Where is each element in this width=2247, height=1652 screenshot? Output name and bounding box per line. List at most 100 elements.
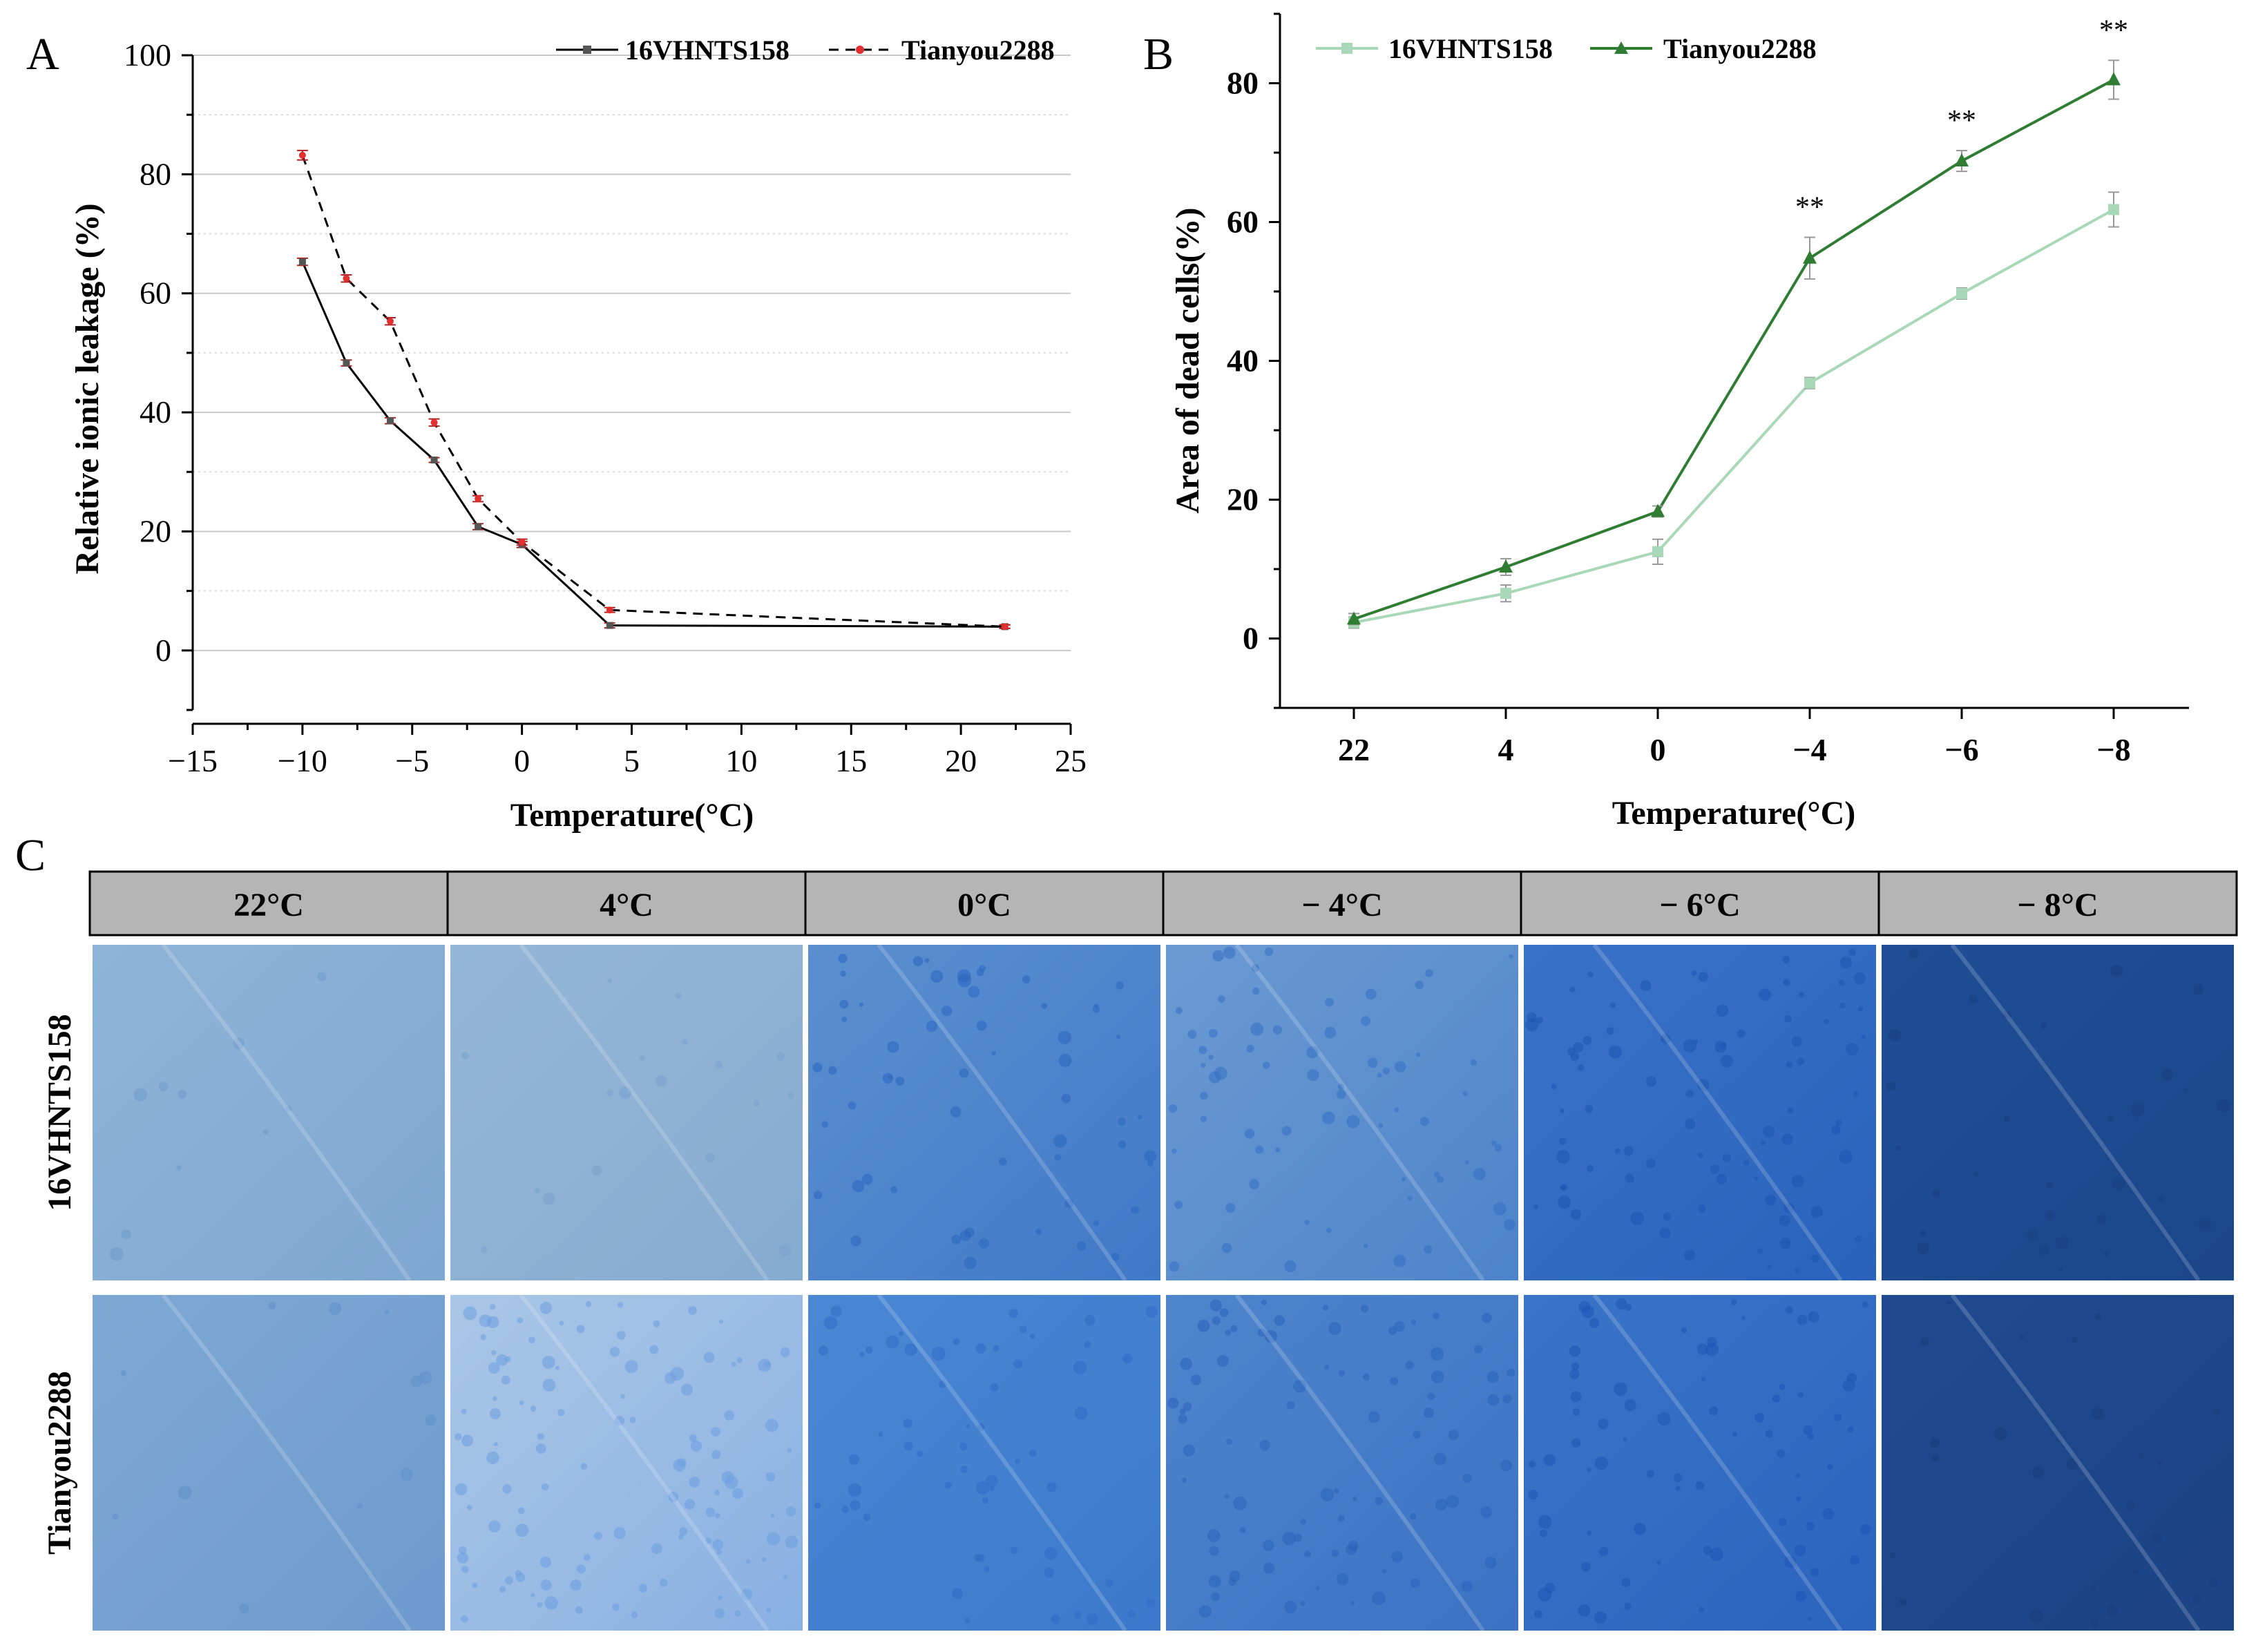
tile-stain-spot xyxy=(1415,1052,1421,1057)
panel-c-tiles xyxy=(93,943,2234,1632)
tile-stain-spot xyxy=(486,1451,499,1465)
tile-stain-spot xyxy=(1410,1578,1420,1588)
panel-b-y-tick-label: 80 xyxy=(1227,66,1259,101)
tile-stain-spot xyxy=(841,1506,849,1513)
tile-stain-spot xyxy=(1137,1115,1142,1120)
panel-c-tile-16VHNTS158-4 xyxy=(1524,943,1876,1282)
tile-stain-spot xyxy=(818,1345,829,1356)
tile-stain-spot xyxy=(1324,1026,1337,1039)
tile-stain-spot xyxy=(1427,1392,1435,1401)
tile-stain-spot xyxy=(1796,1057,1805,1066)
tile-stain-spot xyxy=(1754,1412,1765,1423)
tile-stain-spot xyxy=(2151,1531,2163,1543)
tile-stain-spot xyxy=(1304,1550,1311,1557)
tile-stain-spot xyxy=(1423,1408,1434,1419)
tile-stain-spot xyxy=(1656,1560,1662,1566)
tile-stain-spot xyxy=(770,1513,775,1518)
tile-leaf-vein xyxy=(519,943,769,1282)
tile-stain-spot xyxy=(1757,1247,1763,1254)
tile-stain-spot xyxy=(1795,1268,1800,1274)
tile-stain-spot xyxy=(682,1039,688,1046)
tile-stain-spot xyxy=(1274,1315,1285,1326)
tile-stain-spot xyxy=(1394,1320,1405,1332)
tile-stain-spot xyxy=(1178,1414,1188,1424)
tile-stain-spot xyxy=(1822,1508,1835,1520)
tile-stain-spot xyxy=(1785,1306,1794,1314)
tile-leaf-vein xyxy=(1950,943,2201,1282)
tile-stain-spot xyxy=(878,1432,883,1437)
tile-stain-spot xyxy=(715,1061,723,1069)
tile-stain-spot xyxy=(850,1236,861,1247)
tile-stain-spot xyxy=(1784,1015,1792,1023)
tile-stain-spot xyxy=(1337,1515,1345,1522)
tile-stain-spot xyxy=(1207,1529,1221,1542)
tile-stain-spot xyxy=(609,1347,620,1357)
panel-b-x-ticks: 22 4 0 −4 −6 −8 xyxy=(1338,708,2131,767)
tile-stain-spot xyxy=(1660,1034,1671,1044)
tile-stain-spot xyxy=(1378,1123,1384,1128)
panel-c-column-label: 0°C xyxy=(957,887,1011,923)
tile-stain-spot xyxy=(262,1129,269,1135)
tile-stain-spot xyxy=(2071,1337,2078,1343)
tile-leaf-vein xyxy=(519,1294,769,1632)
tile-stain-spot xyxy=(1487,1394,1500,1406)
panel-c-tile-16VHNTS158-3 xyxy=(1166,943,1518,1282)
tile-stain-spot xyxy=(1058,1053,1072,1067)
tile-stain-spot xyxy=(1920,1229,1926,1236)
tile-stain-spot xyxy=(1292,1379,1307,1393)
tile-stain-spot xyxy=(1300,1518,1307,1525)
tile-stain-spot xyxy=(1346,1544,1357,1555)
tile-stain-spot xyxy=(1246,1044,1254,1053)
tile-stain-spot xyxy=(488,1520,501,1533)
tile-stain-spot xyxy=(673,1459,686,1472)
tile-stain-spot xyxy=(1473,1167,1486,1181)
tile-stain-spot xyxy=(1625,1303,1632,1312)
tile-stain-spot xyxy=(787,1448,792,1453)
tile-stain-spot xyxy=(1685,1118,1696,1130)
tile-stain-spot xyxy=(1624,1602,1632,1611)
tile-stain-spot xyxy=(1720,1042,1727,1049)
tile-stain-spot xyxy=(959,1442,968,1451)
tile-stain-spot xyxy=(1569,986,1576,993)
tile-stain-spot xyxy=(711,1450,721,1459)
tile-stain-spot xyxy=(1212,1316,1221,1325)
tile-stain-spot xyxy=(1674,1473,1683,1482)
tile-stain-spot xyxy=(530,1593,535,1597)
tile-stain-spot xyxy=(838,954,848,963)
tile-stain-spot xyxy=(1437,1175,1444,1183)
tile-stain-spot xyxy=(1051,1614,1061,1624)
panel-a-chart: −15 −10 −5 0 5 10 15 20 25 0 20 40 60 80 100 Temperat… xyxy=(69,35,1087,834)
panel-a-x-tick-label: −15 xyxy=(168,743,218,778)
tile-stain-spot xyxy=(1795,1591,1807,1602)
tile-stain-spot xyxy=(1281,1126,1292,1136)
tile-stain-spot xyxy=(1853,1091,1859,1097)
panel-b-point-16vhnts158 xyxy=(1500,588,1511,599)
tile-stain-spot xyxy=(2032,1466,2045,1479)
tile-stain-spot xyxy=(1346,1115,1360,1128)
tile-stain-spot xyxy=(1118,1117,1126,1126)
tile-stain-spot xyxy=(1838,979,1845,986)
tile-stain-spot xyxy=(629,1416,636,1423)
tile-stain-spot xyxy=(286,1105,292,1112)
tile-stain-spot xyxy=(1307,1069,1319,1082)
tile-stain-spot xyxy=(712,1539,724,1550)
panel-c-column-label: 22°C xyxy=(233,887,304,923)
tile-stain-spot xyxy=(1462,1091,1468,1097)
tile-stain-spot xyxy=(425,1414,437,1426)
tile-stain-spot xyxy=(1284,1600,1297,1614)
panel-a-x-label: Temperature(°C) xyxy=(510,797,754,834)
tile-stain-spot xyxy=(1179,1408,1186,1415)
tile-stain-spot xyxy=(732,1488,743,1499)
panel-b-significance-mark: ** xyxy=(1947,105,1976,137)
tile-stain-spot xyxy=(1730,1299,1737,1305)
panel-b-point-tianyou2288 xyxy=(1955,153,1969,167)
tile-stain-spot xyxy=(109,1247,124,1261)
tile-stain-spot xyxy=(593,1531,602,1540)
tile-stain-spot xyxy=(1862,1301,1868,1309)
tile-stain-spot xyxy=(1799,992,1804,998)
tile-stain-spot xyxy=(1407,1195,1413,1201)
panel-a-point-16vhnts158 xyxy=(386,417,394,425)
tile-stain-spot xyxy=(1029,1449,1037,1457)
tile-stain-spot xyxy=(1122,1353,1133,1364)
tile-stain-spot xyxy=(618,1302,624,1308)
